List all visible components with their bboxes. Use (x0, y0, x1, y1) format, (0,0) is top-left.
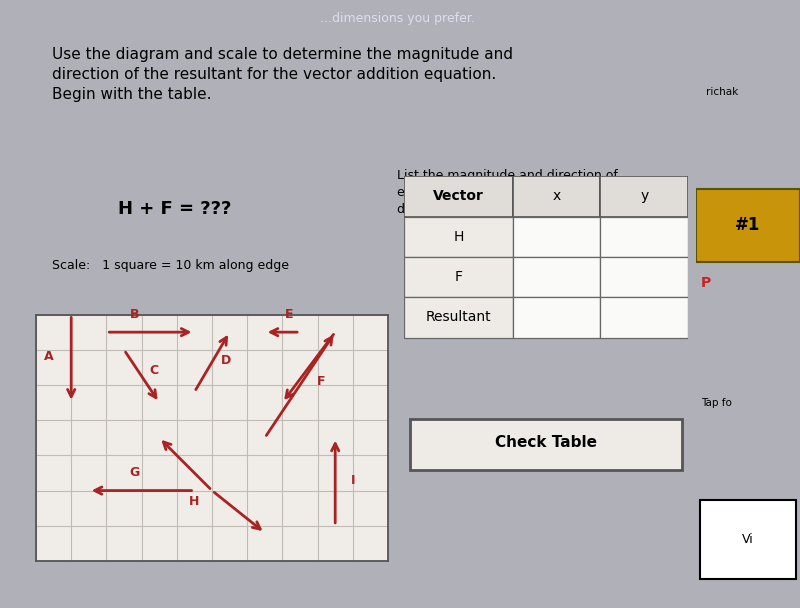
Bar (513, 257, 601, 297)
Bar (404, 216, 513, 257)
Text: G: G (130, 466, 140, 480)
Text: richak: richak (706, 87, 738, 97)
Bar (601, 257, 688, 297)
Text: H: H (190, 495, 199, 508)
Bar (404, 257, 513, 297)
Bar (601, 216, 688, 257)
Bar (513, 176, 601, 216)
Text: x: x (553, 190, 561, 204)
Text: ...dimensions you prefer.: ...dimensions you prefer. (320, 12, 474, 25)
Text: I: I (350, 474, 355, 486)
Bar (696, 188, 800, 262)
Text: List the magnitude and direction of
each vector. Use a +/- sign for
direction (l: List the magnitude and direction of each… (398, 169, 618, 216)
Text: P: P (701, 277, 711, 291)
Text: H + F = ???: H + F = ??? (118, 200, 232, 218)
Text: Scale:   1 square = 10 km along edge: Scale: 1 square = 10 km along edge (52, 260, 289, 272)
Text: Tap fo: Tap fo (701, 398, 732, 408)
Text: #1: #1 (735, 216, 761, 235)
Text: Use the diagram and scale to determine the magnitude and
direction of the result: Use the diagram and scale to determine t… (52, 47, 513, 102)
Text: H: H (454, 230, 464, 244)
Text: D: D (221, 354, 231, 367)
Bar (404, 176, 513, 216)
Text: F: F (317, 375, 326, 388)
FancyBboxPatch shape (410, 419, 682, 470)
Text: Vi: Vi (742, 533, 754, 546)
Text: Vector: Vector (433, 190, 484, 204)
Text: E: E (285, 308, 294, 321)
Text: A: A (43, 350, 53, 364)
Text: Resultant: Resultant (426, 311, 491, 325)
Text: Check Table: Check Table (495, 435, 597, 450)
Bar (601, 176, 688, 216)
Bar (601, 297, 688, 337)
Bar (404, 297, 513, 337)
Text: F: F (454, 270, 462, 284)
Text: C: C (150, 364, 158, 378)
FancyBboxPatch shape (700, 500, 796, 579)
Bar (513, 216, 601, 257)
Text: y: y (640, 190, 648, 204)
Bar (513, 297, 601, 337)
Text: B: B (130, 308, 139, 321)
